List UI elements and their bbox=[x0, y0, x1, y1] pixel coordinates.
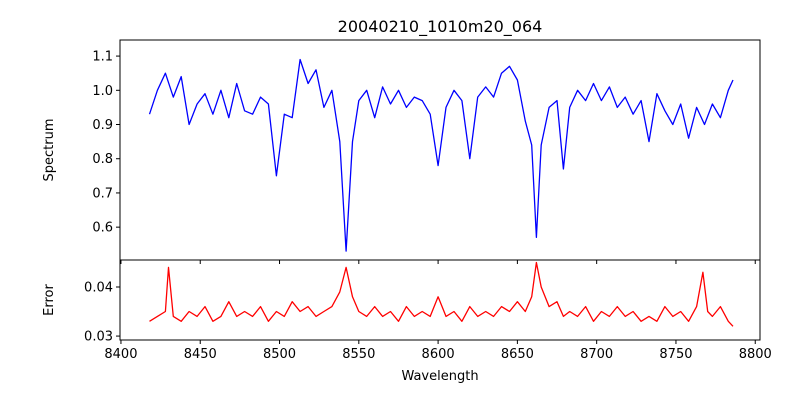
x-tick-label: 8700 bbox=[580, 347, 613, 362]
x-axis-label: Wavelength bbox=[401, 369, 478, 384]
x-tick-label: 8500 bbox=[263, 347, 296, 362]
x-tick-label: 8650 bbox=[501, 347, 534, 362]
y-tick-label: 1.0 bbox=[92, 84, 113, 99]
error-axes: 0.03 0.04 8400 8450 8500 8550 8600 8650 8700 8750… bbox=[84, 259, 772, 362]
error-series-line bbox=[149, 261, 734, 327]
y-tick-label: 0.8 bbox=[92, 152, 113, 167]
x-tick-label: 8400 bbox=[104, 347, 137, 362]
y-tick-label: 1.1 bbox=[92, 50, 113, 65]
x-tick-label: 8800 bbox=[739, 347, 772, 362]
y-tick-label: 0.03 bbox=[84, 330, 113, 345]
x-tick-label: 8550 bbox=[342, 347, 375, 362]
x-tick-label: 8600 bbox=[422, 347, 455, 362]
y-tick-label: 0.04 bbox=[84, 280, 113, 295]
y-axis-label-spectrum: Spectrum bbox=[42, 119, 57, 182]
y-tick-label: 0.7 bbox=[92, 186, 113, 201]
y-axis-label-error: Error bbox=[42, 284, 57, 316]
spectrum-series-line bbox=[148, 58, 734, 252]
chart-title: 20040210_1010m20_064 bbox=[338, 17, 543, 37]
x-tick-label: 8750 bbox=[659, 347, 692, 362]
x-tick-label: 8450 bbox=[184, 347, 217, 362]
axes-frame bbox=[119, 259, 761, 341]
y-tick-label: 0.9 bbox=[92, 118, 113, 133]
spectrum-axes: 0.6 0.7 0.8 0.9 1.0 1.1 bbox=[92, 39, 761, 264]
y-tick-label: 0.6 bbox=[92, 221, 113, 236]
